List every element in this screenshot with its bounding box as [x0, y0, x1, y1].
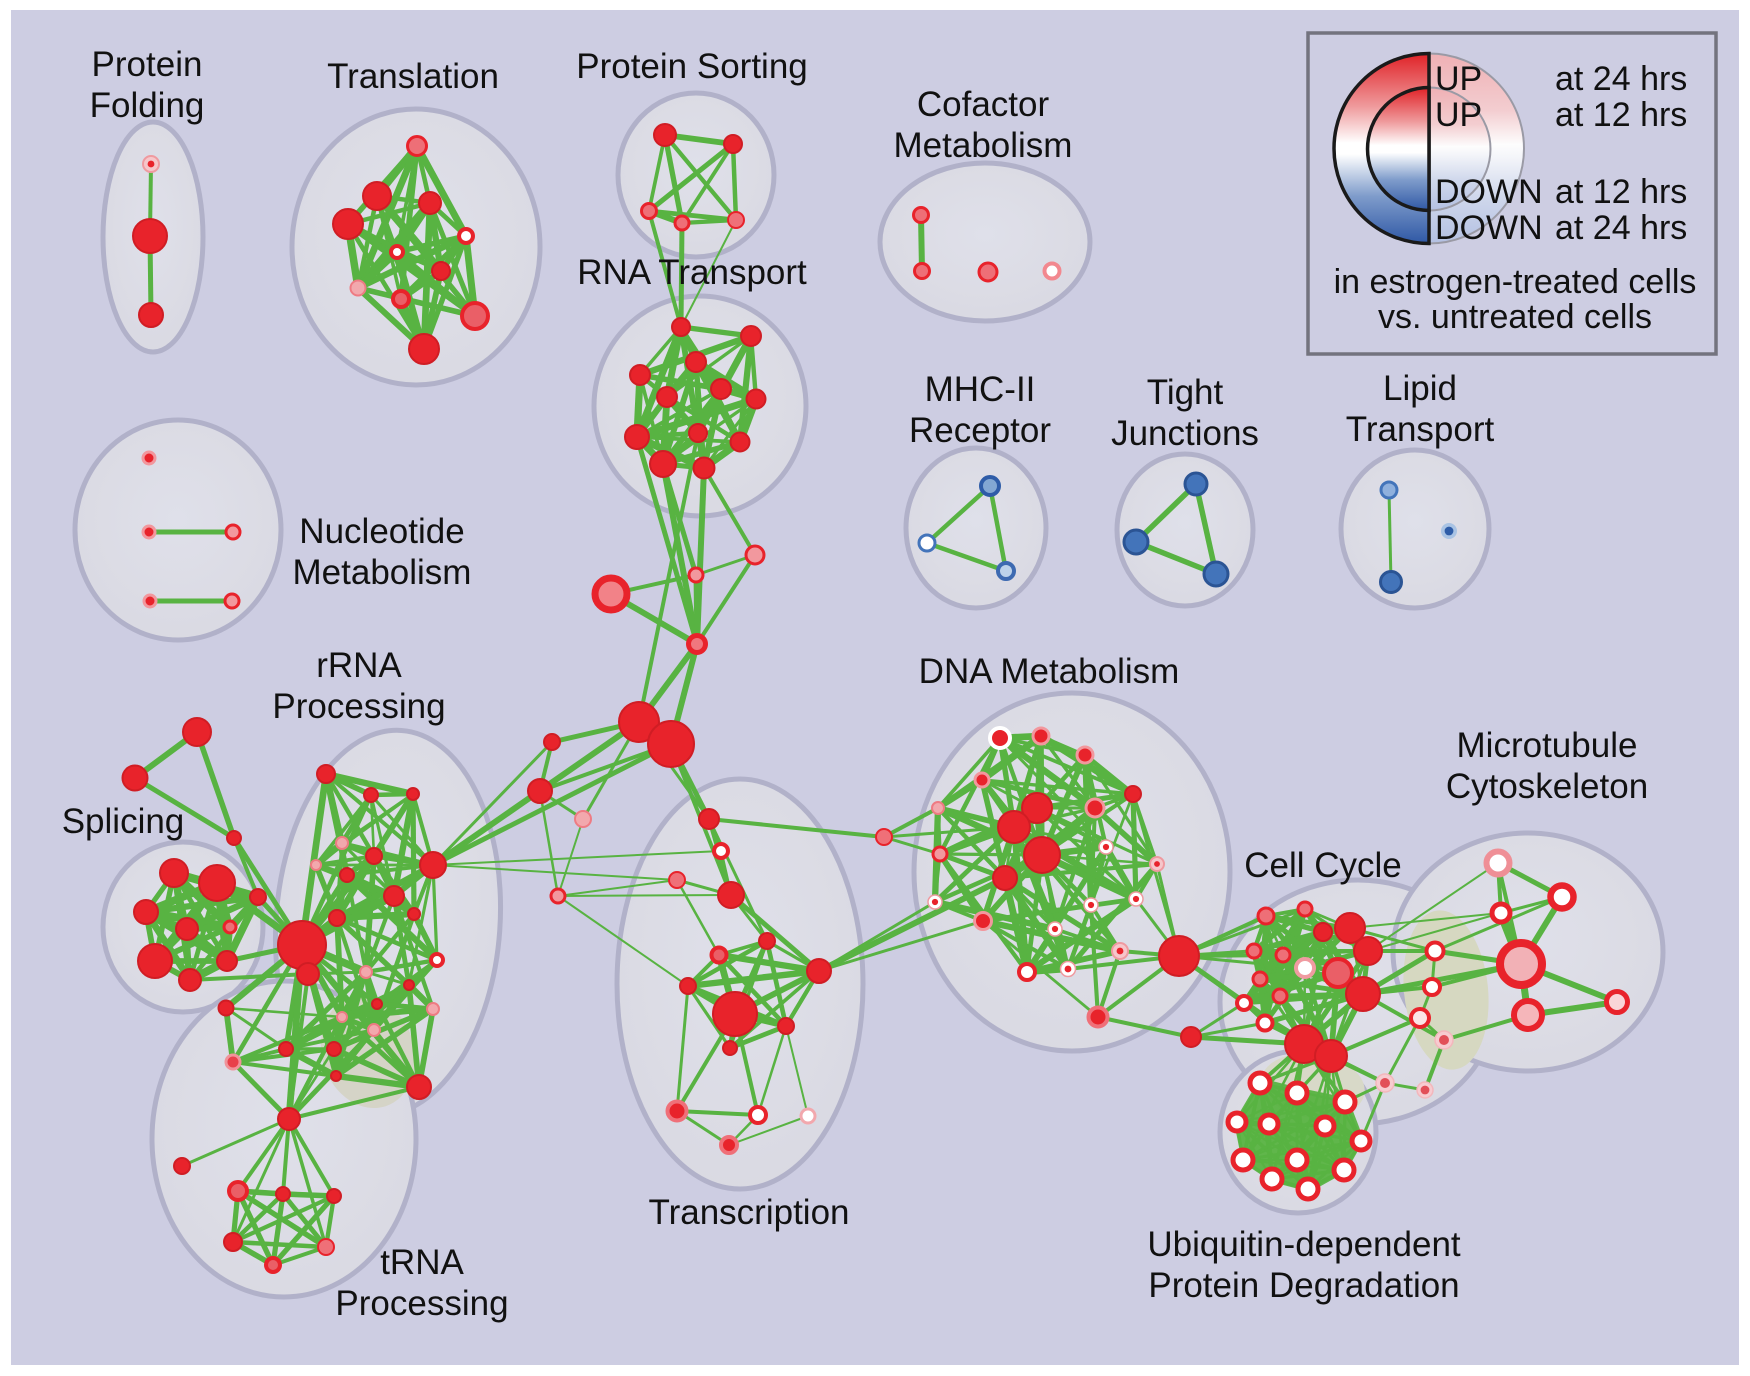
svg-text:Metabolism: Metabolism [293, 553, 472, 592]
svg-text:at 12 hrs: at 12 hrs [1555, 96, 1687, 134]
svg-text:Metabolism: Metabolism [894, 126, 1073, 165]
svg-text:tRNA: tRNA [380, 1243, 464, 1282]
svg-text:Transport: Transport [1346, 410, 1495, 449]
svg-text:Protein: Protein [92, 45, 203, 84]
svg-text:at 24 hrs: at 24 hrs [1555, 60, 1687, 98]
svg-text:Processing: Processing [335, 1284, 508, 1323]
svg-text:UP: UP [1435, 96, 1482, 134]
svg-text:DOWN: DOWN [1435, 209, 1543, 247]
svg-text:RNA Transport: RNA Transport [577, 253, 807, 292]
svg-text:Splicing: Splicing [62, 802, 185, 841]
svg-text:Junctions: Junctions [1111, 414, 1259, 453]
svg-text:DNA Metabolism: DNA Metabolism [919, 652, 1180, 691]
svg-text:rRNA: rRNA [316, 646, 402, 685]
svg-text:Cell Cycle: Cell Cycle [1244, 846, 1402, 885]
svg-text:Folding: Folding [90, 86, 205, 125]
svg-text:at 24 hrs: at 24 hrs [1555, 209, 1687, 247]
svg-text:Microtubule: Microtubule [1457, 726, 1638, 765]
svg-text:Cytoskeleton: Cytoskeleton [1446, 767, 1648, 806]
svg-text:Processing: Processing [272, 687, 445, 726]
svg-text:Translation: Translation [327, 57, 499, 96]
svg-text:in estrogen-treated cells: in estrogen-treated cells [1334, 263, 1697, 301]
svg-text:Ubiquitin-dependent: Ubiquitin-dependent [1147, 1225, 1461, 1264]
svg-text:vs. untreated cells: vs. untreated cells [1378, 298, 1652, 336]
svg-text:UP: UP [1435, 60, 1482, 98]
svg-text:Tight: Tight [1147, 373, 1224, 412]
svg-text:Protein Sorting: Protein Sorting [576, 47, 808, 86]
svg-text:Receptor: Receptor [909, 411, 1051, 450]
svg-text:at 12 hrs: at 12 hrs [1555, 173, 1687, 211]
svg-text:Transcription: Transcription [649, 1193, 850, 1232]
svg-text:MHC-II: MHC-II [925, 370, 1036, 409]
svg-text:Protein Degradation: Protein Degradation [1148, 1266, 1459, 1305]
svg-text:Cofactor: Cofactor [917, 85, 1050, 124]
svg-text:Lipid: Lipid [1383, 369, 1457, 408]
svg-text:DOWN: DOWN [1435, 173, 1543, 211]
svg-text:Nucleotide: Nucleotide [299, 512, 464, 551]
